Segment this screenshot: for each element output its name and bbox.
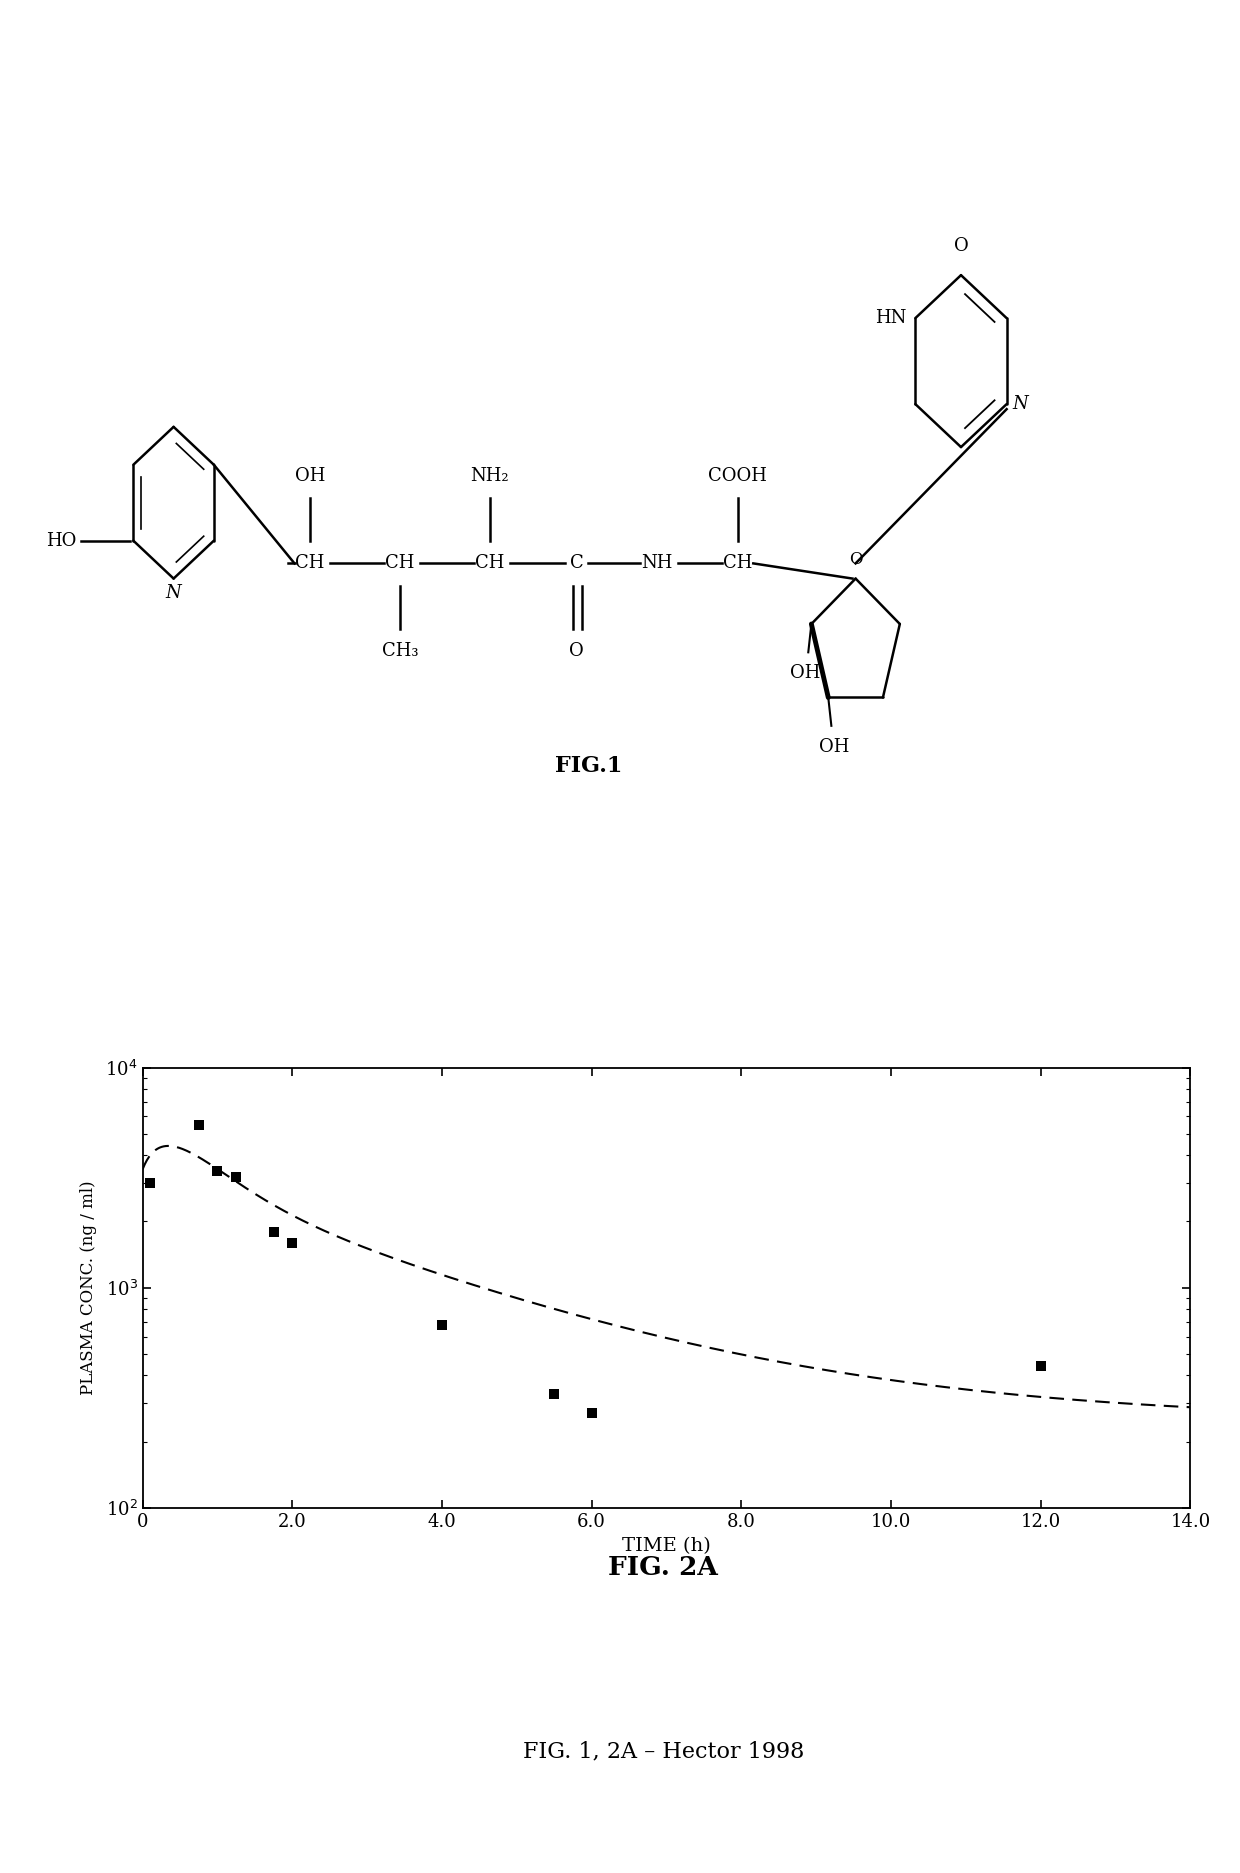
Text: OH: OH	[820, 738, 849, 757]
Text: FIG. 1, 2A – Hector 1998: FIG. 1, 2A – Hector 1998	[523, 1740, 804, 1762]
X-axis label: TIME (h): TIME (h)	[622, 1538, 711, 1556]
Text: O: O	[849, 551, 862, 569]
Point	[432, 1309, 451, 1339]
Point	[264, 1217, 284, 1247]
Text: HN: HN	[874, 309, 906, 328]
Text: OH: OH	[295, 466, 325, 485]
Text: HO: HO	[46, 532, 77, 549]
Text: CH: CH	[295, 554, 325, 573]
Point	[188, 1111, 208, 1141]
Point	[1030, 1350, 1050, 1380]
Text: OH: OH	[790, 665, 821, 682]
Point	[544, 1379, 564, 1408]
Point	[140, 1167, 160, 1197]
Text: C: C	[569, 554, 584, 573]
Text: O: O	[954, 236, 968, 255]
Text: CH: CH	[475, 554, 505, 573]
Text: N: N	[1013, 395, 1029, 414]
Text: NH₂: NH₂	[470, 466, 510, 485]
Text: O: O	[569, 642, 584, 661]
Point	[283, 1229, 303, 1259]
Text: CH: CH	[723, 554, 753, 573]
Text: FIG. 2A: FIG. 2A	[609, 1555, 718, 1581]
Point	[582, 1397, 601, 1427]
Text: CH: CH	[386, 554, 414, 573]
Point	[207, 1156, 227, 1186]
Y-axis label: PLASMA CONC. (ng / ml): PLASMA CONC. (ng / ml)	[81, 1180, 97, 1395]
Text: FIG.1: FIG.1	[556, 755, 622, 777]
Text: NH: NH	[641, 554, 673, 573]
Text: COOH: COOH	[708, 466, 768, 485]
Text: CH₃: CH₃	[382, 642, 418, 661]
Point	[226, 1161, 246, 1191]
Text: N: N	[166, 584, 181, 601]
